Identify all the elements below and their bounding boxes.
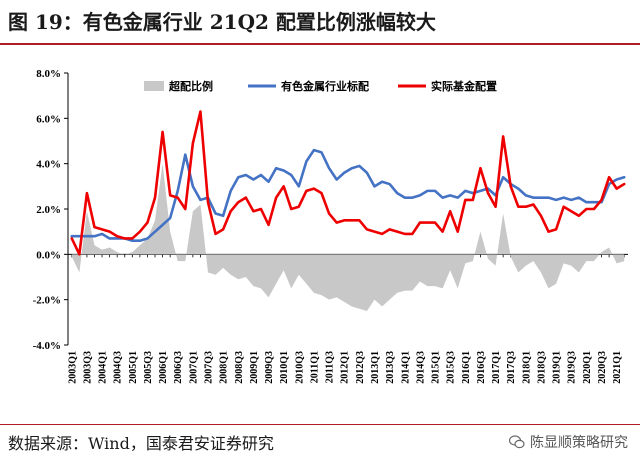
y-tick-label: 4.0% [36,159,61,171]
x-tick-label: 2018Q1 [521,351,532,384]
x-tick-label: 2020Q1 [582,351,593,384]
x-tick-label: 2009Q1 [249,351,260,384]
x-tick-label: 2015Q1 [431,351,442,384]
legend-actual-label: 实际基金配置 [431,79,497,93]
x-tick-label: 2013Q1 [370,351,381,384]
x-tick-label: 2003Q3 [82,351,93,384]
legend-benchmark-label: 有色金属行业标配 [281,79,369,93]
chart-container: -4.0% -2.0% 0.0% 2.0% 4.0% 6.0% 8.0% 2003Q1 2003… [0,50,640,420]
series-line-benchmark [70,148,626,243]
x-tick-label: 2010Q3 [294,351,305,384]
x-tick-label: 2019Q1 [552,351,563,384]
x-tick-label: 2017Q1 [491,351,502,384]
series-area-excess [71,163,625,311]
watermark-text: 陈显顺策略研究 [530,435,628,451]
source-note: 数据来源：Wind，国泰君安证券研究 [8,434,274,453]
title-divider [0,43,640,45]
x-tick-label: 2008Q3 [234,351,245,384]
x-tick-label: 2006Q1 [158,351,169,384]
watermark: 陈显顺策略研究 [509,432,628,452]
x-tick-label: 2013Q3 [385,351,396,384]
wechat-icon [509,435,525,449]
x-tick-label: 2015Q3 [446,351,457,384]
x-tick-label: 2005Q3 [143,351,154,384]
x-tick-label: 2018Q3 [536,351,547,384]
x-tick-label: 2010Q1 [279,351,290,384]
x-tick-label: 2012Q1 [340,351,351,384]
legend-excess-swatch [144,81,164,91]
source-bar: 数据来源：Wind，国泰君安证券研究 陈显顺策略研究 [0,418,640,463]
y-tick-label: 2.0% [36,204,61,216]
x-tick-label: 2007Q3 [204,351,215,384]
x-tick-label: 2019Q3 [567,351,578,384]
x-tick-label: 2006Q3 [173,351,184,384]
x-tick-label: 2016Q3 [476,351,487,384]
x-tick-label: 2004Q1 [98,351,109,384]
y-tick-label: -4.0% [33,340,61,352]
x-tick-label: 2009Q3 [264,351,275,384]
x-tick-label: 2017Q3 [506,351,517,384]
x-tick-label: 2014Q3 [415,351,426,384]
source-divider [0,424,640,425]
x-tick-label: 2011Q1 [309,351,320,383]
x-tick-label: 2008Q1 [219,351,230,384]
y-tick-label: 8.0% [36,68,61,80]
x-tick-label: 2016Q1 [461,351,472,384]
y-tick-label: 0.0% [36,249,61,261]
x-tick-label: 2020Q3 [597,351,608,384]
x-tick-label: 2003Q1 [67,351,78,384]
y-tick-label: 6.0% [36,113,61,125]
x-tick-label: 2014Q1 [400,351,411,384]
chart-svg: -4.0% -2.0% 0.0% 2.0% 4.0% 6.0% 8.0% 2003Q1 2003… [33,68,628,384]
legend-excess-label: 超配比例 [168,79,213,93]
x-tick-label: 2005Q1 [128,351,139,384]
series-line-actual [70,110,626,256]
y-tick-label: -2.0% [33,295,61,307]
x-tick-label: 2007Q1 [188,351,199,384]
page-title: 图 19：有色金属行业 21Q2 配置比例涨幅较大 [8,10,436,34]
x-tick-label: 2011Q3 [325,351,336,383]
x-tick-label: 2004Q3 [113,351,124,384]
x-tick-label: 2021Q1 [612,351,623,384]
title-bar: 图 19：有色金属行业 21Q2 配置比例涨幅较大 [0,0,640,45]
x-tick-label: 2012Q3 [355,351,366,384]
